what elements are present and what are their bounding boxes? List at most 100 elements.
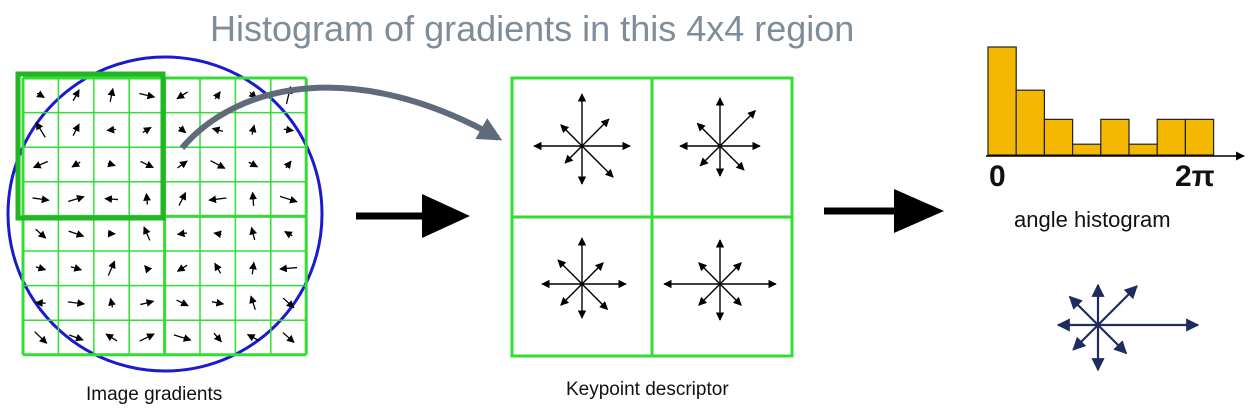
gradient-arrow bbox=[72, 89, 80, 102]
gradient-arrow bbox=[67, 299, 86, 307]
keypoint-descriptor-panel bbox=[510, 76, 794, 358]
angle-histogram bbox=[986, 46, 1245, 161]
gradient-arrow bbox=[108, 297, 116, 308]
gradient-arrow bbox=[214, 262, 222, 274]
descriptor-arrow bbox=[699, 145, 721, 167]
gradient-arrow bbox=[178, 191, 187, 206]
orientation-arrow bbox=[1072, 324, 1099, 351]
histogram-bars bbox=[987, 46, 1215, 156]
histogram-bar bbox=[987, 46, 1017, 156]
gradient-arrow bbox=[105, 333, 118, 342]
image-gradients-panel bbox=[6, 55, 324, 373]
histogram-bar bbox=[1184, 118, 1215, 156]
gradient-arrow bbox=[139, 333, 155, 342]
gradient-arrow bbox=[107, 87, 116, 103]
orientation-star-icon bbox=[1056, 283, 1200, 372]
angle-histogram-caption: angle histogram bbox=[1014, 207, 1171, 232]
histogram-bar bbox=[1015, 89, 1046, 156]
highlighted-4x4-region bbox=[15, 71, 166, 221]
gradient-arrow bbox=[176, 264, 188, 272]
gradient-arrow bbox=[143, 192, 151, 205]
gradient-arrow bbox=[208, 195, 227, 204]
orientation-arrow bbox=[1068, 295, 1099, 326]
gradient-arrow bbox=[35, 121, 46, 138]
gradient-arrow bbox=[177, 160, 188, 169]
descriptor-histograms bbox=[533, 93, 777, 321]
descriptor-arrow bbox=[719, 283, 742, 306]
gradient-arrow bbox=[211, 298, 225, 307]
histogram-bar bbox=[1100, 118, 1130, 156]
gradient-arrow bbox=[32, 160, 49, 169]
histogram-bar bbox=[1071, 143, 1102, 156]
gradient-arrow bbox=[249, 295, 257, 310]
curved-arrow-icon bbox=[179, 84, 503, 150]
gaussian-window-circle bbox=[6, 55, 324, 373]
histogram-end-label: 2π bbox=[1175, 160, 1215, 193]
gradient-arrow bbox=[176, 299, 189, 307]
descriptor-arrow bbox=[581, 262, 604, 285]
descriptor-arrow bbox=[560, 124, 583, 147]
gradient-arrow bbox=[107, 260, 116, 276]
orientation-arrow bbox=[1097, 324, 1128, 355]
descriptor-arrow bbox=[557, 259, 583, 285]
gradient-arrow bbox=[70, 264, 83, 272]
gradient-arrow bbox=[279, 264, 298, 273]
gradient-grid bbox=[21, 76, 308, 357]
descriptor-arrow bbox=[581, 118, 610, 147]
descriptor-arrow bbox=[581, 145, 614, 178]
gradient-arrow bbox=[176, 91, 188, 100]
gradient-arrow bbox=[139, 91, 156, 100]
gradient-arrow bbox=[211, 126, 224, 135]
histogram-start-label: 0 bbox=[989, 160, 1006, 193]
keypoint-descriptor-caption: Keypoint descriptor bbox=[566, 379, 729, 400]
gradient-arrow bbox=[71, 159, 81, 168]
gradient-arrow bbox=[173, 334, 192, 342]
gradient-arrow bbox=[249, 191, 258, 206]
gradient-arrow bbox=[210, 160, 226, 169]
page-title: Histogram of gradients in this 4x4 regio… bbox=[210, 8, 855, 49]
gradient-arrow bbox=[177, 125, 187, 134]
gradient-arrow bbox=[140, 299, 155, 307]
histogram-bar bbox=[1128, 143, 1158, 156]
gradient-arrow bbox=[104, 195, 119, 204]
descriptor-arrow bbox=[581, 283, 609, 311]
orientation-arrow bbox=[1097, 285, 1138, 326]
gradient-arrow bbox=[249, 261, 257, 275]
gradient-arrow bbox=[35, 228, 47, 239]
gradient-arrow bbox=[106, 125, 116, 134]
gradient-arrow bbox=[248, 124, 257, 135]
histogram-bar bbox=[1043, 118, 1074, 156]
gradient-arrow bbox=[34, 331, 48, 344]
gradient-arrow bbox=[68, 230, 85, 238]
descriptor-arrow bbox=[698, 283, 721, 306]
histogram-bar bbox=[1156, 118, 1186, 156]
descriptor-arrow bbox=[560, 283, 583, 306]
gradient-arrow bbox=[283, 160, 292, 170]
gradient-arrow bbox=[279, 195, 298, 204]
gradient-arrow bbox=[36, 90, 45, 99]
gradient-arrow bbox=[212, 91, 221, 100]
descriptor-arrow bbox=[696, 122, 721, 147]
gradient-arrow bbox=[68, 333, 84, 342]
gradient-arrow bbox=[282, 297, 295, 309]
descriptor-arrow bbox=[719, 145, 745, 171]
descriptor-arrow bbox=[698, 262, 721, 285]
gradient-arrow bbox=[140, 160, 154, 169]
gradient-arrow bbox=[72, 123, 80, 136]
gradient-arrow bbox=[248, 160, 259, 168]
gradient-arrow bbox=[144, 265, 153, 274]
gradient-arrow bbox=[249, 226, 258, 241]
gradient-arrow bbox=[283, 125, 295, 134]
descriptor-arrow bbox=[719, 262, 742, 285]
gradient-arrow bbox=[107, 159, 116, 168]
gradient-arrow bbox=[213, 332, 222, 343]
descriptor-arrow bbox=[564, 145, 583, 164]
descriptor-arrow bbox=[719, 110, 756, 147]
gradient-arrow bbox=[34, 299, 46, 307]
gradient-arrow bbox=[284, 230, 293, 239]
right-arrow-icon bbox=[356, 194, 470, 238]
gradient-arrow bbox=[246, 333, 259, 342]
gradient-arrow bbox=[176, 229, 188, 238]
gradient-arrows bbox=[32, 85, 298, 344]
